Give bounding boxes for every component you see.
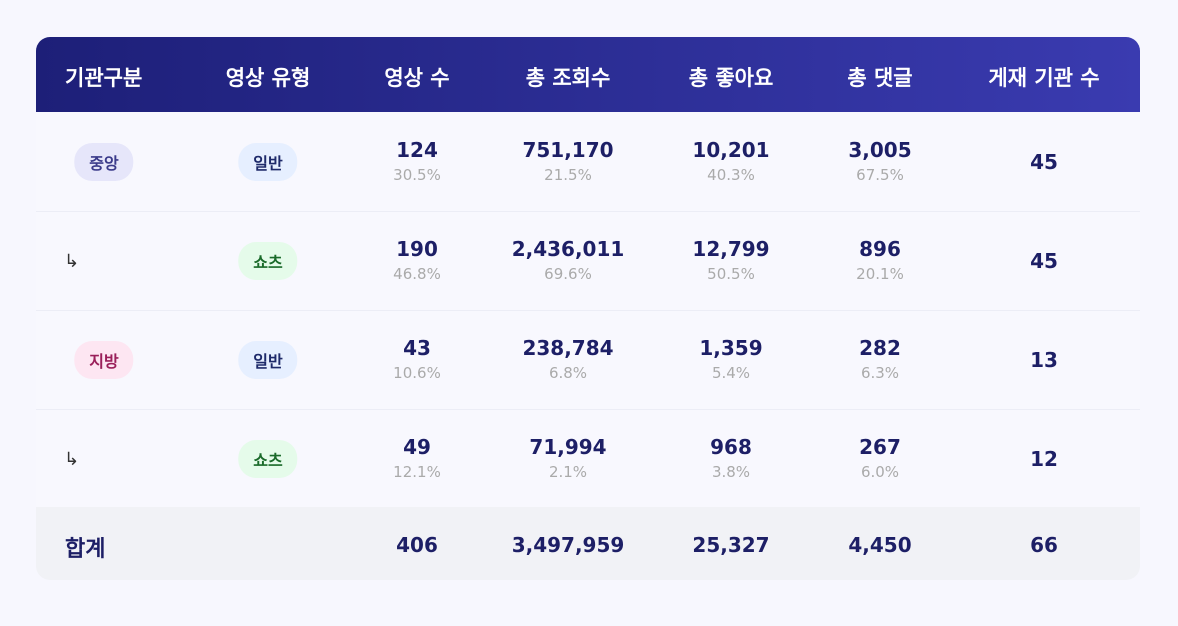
metric-cell: 43 10.6%	[393, 336, 441, 382]
metric-cell: 71,994 2.1%	[529, 435, 606, 481]
type-badge: 일반	[238, 341, 298, 379]
metric-cell: 968 3.8%	[710, 435, 752, 481]
total-label: 합계	[65, 537, 106, 562]
metric-share: 46.8%	[393, 265, 441, 283]
table-row: ↳ 쇼츠 49 12.1% 71,994 2.1% 968 3.8% 267 6.0% 12	[36, 409, 1140, 509]
org-badge: 중앙	[74, 143, 134, 181]
metric-share: 6.3%	[860, 364, 900, 382]
metric-cell: 1,359 5.4%	[699, 336, 762, 382]
metric-value: 751,170	[522, 138, 614, 162]
metric-cell: 124 30.5%	[393, 138, 441, 184]
metric-cell: 190 46.8%	[393, 237, 441, 283]
column-header: 총 댓글	[847, 66, 913, 90]
metric-share: 21.5%	[544, 166, 592, 184]
metric-share: 67.5%	[856, 166, 904, 184]
sub-row-arrow: ↳	[64, 449, 80, 470]
institution-count: 13	[1030, 348, 1058, 372]
metric-share: 12.1%	[393, 463, 441, 481]
metric-value: 3,005	[848, 138, 912, 162]
total-institutions: 66	[1030, 533, 1058, 557]
table-row: 지방 일반 43 10.6% 238,784 6.8% 1,359 5.4% 282 6.3% 13	[36, 310, 1140, 410]
metric-share: 50.5%	[707, 265, 755, 283]
metric-value: 238,784	[522, 336, 614, 360]
metric-share: 6.8%	[548, 364, 588, 382]
column-header: 기관구분	[65, 66, 143, 90]
metric-value: 282	[859, 336, 901, 360]
total-value: 4,450	[848, 533, 912, 557]
metric-share: 10.6%	[393, 364, 441, 382]
metric-share: 20.1%	[856, 265, 904, 283]
total-row: 합계 406 3,497,959 25,327 4,450 66	[36, 507, 1140, 580]
metric-value: 124	[396, 138, 438, 162]
metric-share: 5.4%	[711, 364, 751, 382]
metric-cell: 896 20.1%	[856, 237, 904, 283]
column-header: 게재 기관 수	[988, 66, 1100, 90]
metric-cell: 10,201 40.3%	[692, 138, 769, 184]
table-row: ↳ 쇼츠 190 46.8% 2,436,011 69.6% 12,799 50.5% 896 2…	[36, 211, 1140, 311]
column-header: 총 좋아요	[688, 66, 774, 90]
metric-value: 10,201	[692, 138, 770, 162]
metric-share: 2.1%	[548, 463, 588, 481]
metric-share: 69.6%	[544, 265, 592, 283]
metric-cell: 267 6.0%	[859, 435, 901, 481]
metric-cell: 3,005 67.5%	[848, 138, 911, 184]
metric-value: 1,359	[699, 336, 763, 360]
metric-cell: 751,170 21.5%	[522, 138, 613, 184]
institution-count: 45	[1030, 249, 1058, 273]
metric-value: 49	[403, 435, 431, 459]
table-row: 중앙 일반 124 30.5% 751,170 21.5% 10,201 40.3% 3,005…	[36, 112, 1140, 212]
metric-share: 40.3%	[707, 166, 755, 184]
metric-share: 6.0%	[860, 463, 900, 481]
org-badge: 지방	[74, 341, 134, 379]
type-badge: 쇼츠	[238, 440, 298, 478]
metric-value: 71,994	[529, 435, 607, 459]
metric-cell: 49 12.1%	[393, 435, 441, 481]
total-value: 3,497,959	[511, 533, 625, 557]
metric-value: 43	[403, 336, 431, 360]
metric-value: 2,436,011	[511, 237, 625, 261]
metric-value: 968	[710, 435, 752, 459]
column-header: 총 조회수	[525, 66, 611, 90]
metric-value: 896	[859, 237, 901, 261]
total-value: 25,327	[692, 533, 770, 557]
metric-share: 3.8%	[711, 463, 751, 481]
metric-value: 267	[859, 435, 901, 459]
metric-cell: 238,784 6.8%	[522, 336, 613, 382]
metric-cell: 12,799 50.5%	[692, 237, 769, 283]
column-header: 영상 유형	[225, 66, 311, 90]
metric-value: 190	[396, 237, 438, 261]
institution-count: 45	[1030, 150, 1058, 174]
metric-cell: 282 6.3%	[859, 336, 901, 382]
metric-cell: 2,436,011 69.6%	[512, 237, 625, 283]
metric-value: 12,799	[692, 237, 770, 261]
sub-row-arrow: ↳	[64, 251, 80, 272]
column-header: 영상 수	[384, 66, 450, 90]
type-badge: 일반	[238, 143, 298, 181]
total-value: 406	[396, 533, 438, 557]
type-badge: 쇼츠	[238, 242, 298, 280]
metric-share: 30.5%	[393, 166, 441, 184]
header: 기관구분 영상 유형 영상 수 총 조회수 총 좋아요 총 댓글 게재 기관 수	[36, 37, 1140, 112]
institution-count: 12	[1030, 447, 1058, 471]
